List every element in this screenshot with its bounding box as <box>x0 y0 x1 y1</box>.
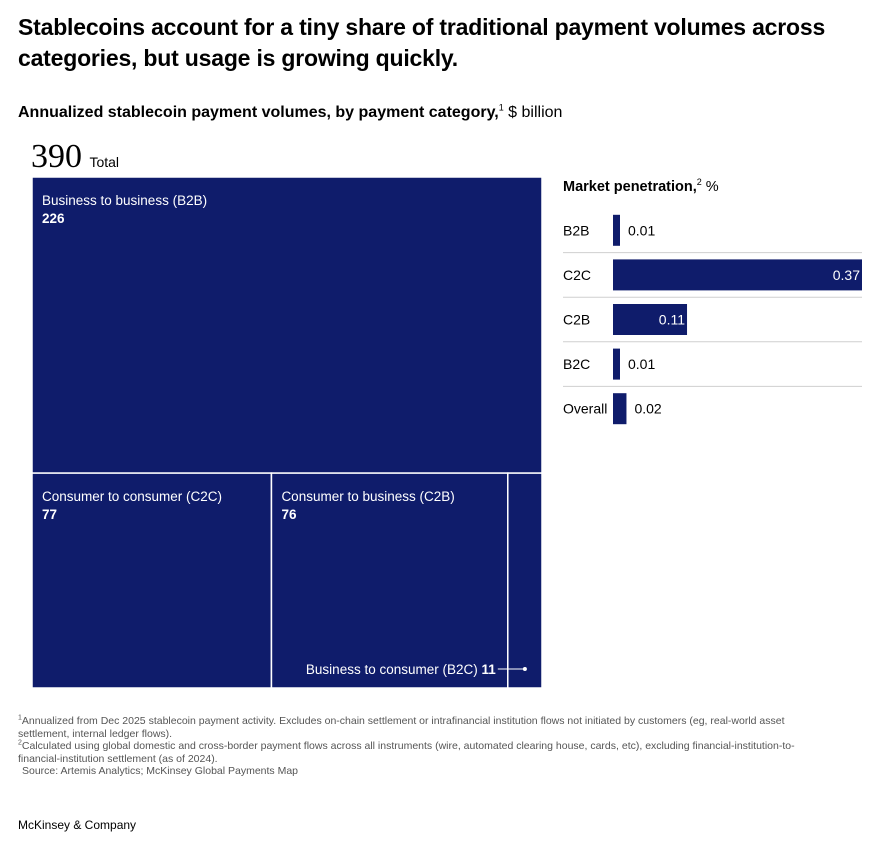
penetration-category-b2b: B2B <box>563 222 589 238</box>
footnote-1-text: Annualized from Dec 2025 stablecoin paym… <box>18 715 785 740</box>
treemap-label-business-to-consumer-b2c: Business to consumer (B2C) 11 <box>306 662 496 677</box>
treemap-tile-consumer-to-business-c2b <box>270 472 509 689</box>
treemap-value-business-to-consumer-b2c: 11 <box>482 662 497 677</box>
penetration-value-b2b: 0.01 <box>628 222 655 238</box>
treemap-label-business-to-consumer-b2c-name: Business to consumer (B2C) <box>306 662 482 677</box>
brand-logo-text: McKinsey & Company <box>18 818 137 832</box>
penetration-bar-overall <box>613 393 627 425</box>
penetration-bar-c2c <box>613 259 862 291</box>
footnote-2-marker: 2 <box>18 739 22 747</box>
treemap-value-consumer-to-business-c2b: 76 <box>281 507 297 522</box>
penetration-value-b2c: 0.01 <box>628 356 655 372</box>
treemap-value-business-to-business-b2b: 226 <box>42 211 65 226</box>
treemap-label-business-to-business-b2b: Business to business (B2B) <box>42 193 207 208</box>
penetration-category-overall: Overall <box>563 401 607 417</box>
penetration-title-text: Market penetration, <box>563 179 697 195</box>
subtitle-unit: $ billion <box>503 104 563 121</box>
penetration-value-overall: 0.02 <box>634 401 661 417</box>
treemap-tile-business-to-consumer-b2c <box>507 472 543 689</box>
treemap-label-consumer-to-business-c2b: Consumer to business (C2B) <box>281 489 454 504</box>
penetration-unit: % <box>702 179 719 195</box>
penetration-value-c2b: 0.11 <box>659 312 685 328</box>
total-value: 390 <box>31 138 82 175</box>
source-note: Source: Artemis Analytics; McKinsey Glob… <box>22 765 299 778</box>
footnote-1: 1Annualized from Dec 2025 stablecoin pay… <box>18 715 808 740</box>
penetration-category-b2c: B2C <box>563 356 590 372</box>
penetration-bar-b2b <box>613 214 620 246</box>
treemap-value-consumer-to-consumer-c2c: 77 <box>42 507 57 522</box>
penetration-value-c2c: 0.37 <box>833 267 860 283</box>
chart-title: Stablecoins account for a tiny share of … <box>18 14 826 71</box>
penetration-bar-b2c <box>613 348 620 380</box>
total-label: Total <box>89 154 120 170</box>
penetration-footnote-marker: 2 <box>697 177 702 187</box>
chart-subtitle: Annualized stablecoin payment volumes, b… <box>18 102 562 124</box>
penetration-title: Market penetration,2 % <box>563 177 719 195</box>
penetration-category-c2b: C2B <box>563 312 590 328</box>
subtitle-footnote-marker: 1 <box>498 102 504 113</box>
footnote-1-marker: 1 <box>18 714 22 722</box>
penetration-category-c2c: C2C <box>563 267 591 283</box>
footnote-2: 2Calculated using global domestic and cr… <box>18 740 808 765</box>
footnote-2-text: Calculated using global domestic and cro… <box>18 740 795 765</box>
treemap-label-consumer-to-consumer-c2c: Consumer to consumer (C2C) <box>42 489 222 504</box>
treemap-leader-dot <box>522 667 527 671</box>
penetration-bar-c2b <box>613 304 688 335</box>
footnotes: 1Annualized from Dec 2025 stablecoin pay… <box>18 715 808 778</box>
treemap-tile-consumer-to-consumer-c2c <box>31 472 273 689</box>
total-readout: 390 Total <box>31 138 119 176</box>
treemap-tile-business-to-business-b2b <box>31 176 543 474</box>
subtitle-text: Annualized stablecoin payment volumes, b… <box>18 104 499 121</box>
